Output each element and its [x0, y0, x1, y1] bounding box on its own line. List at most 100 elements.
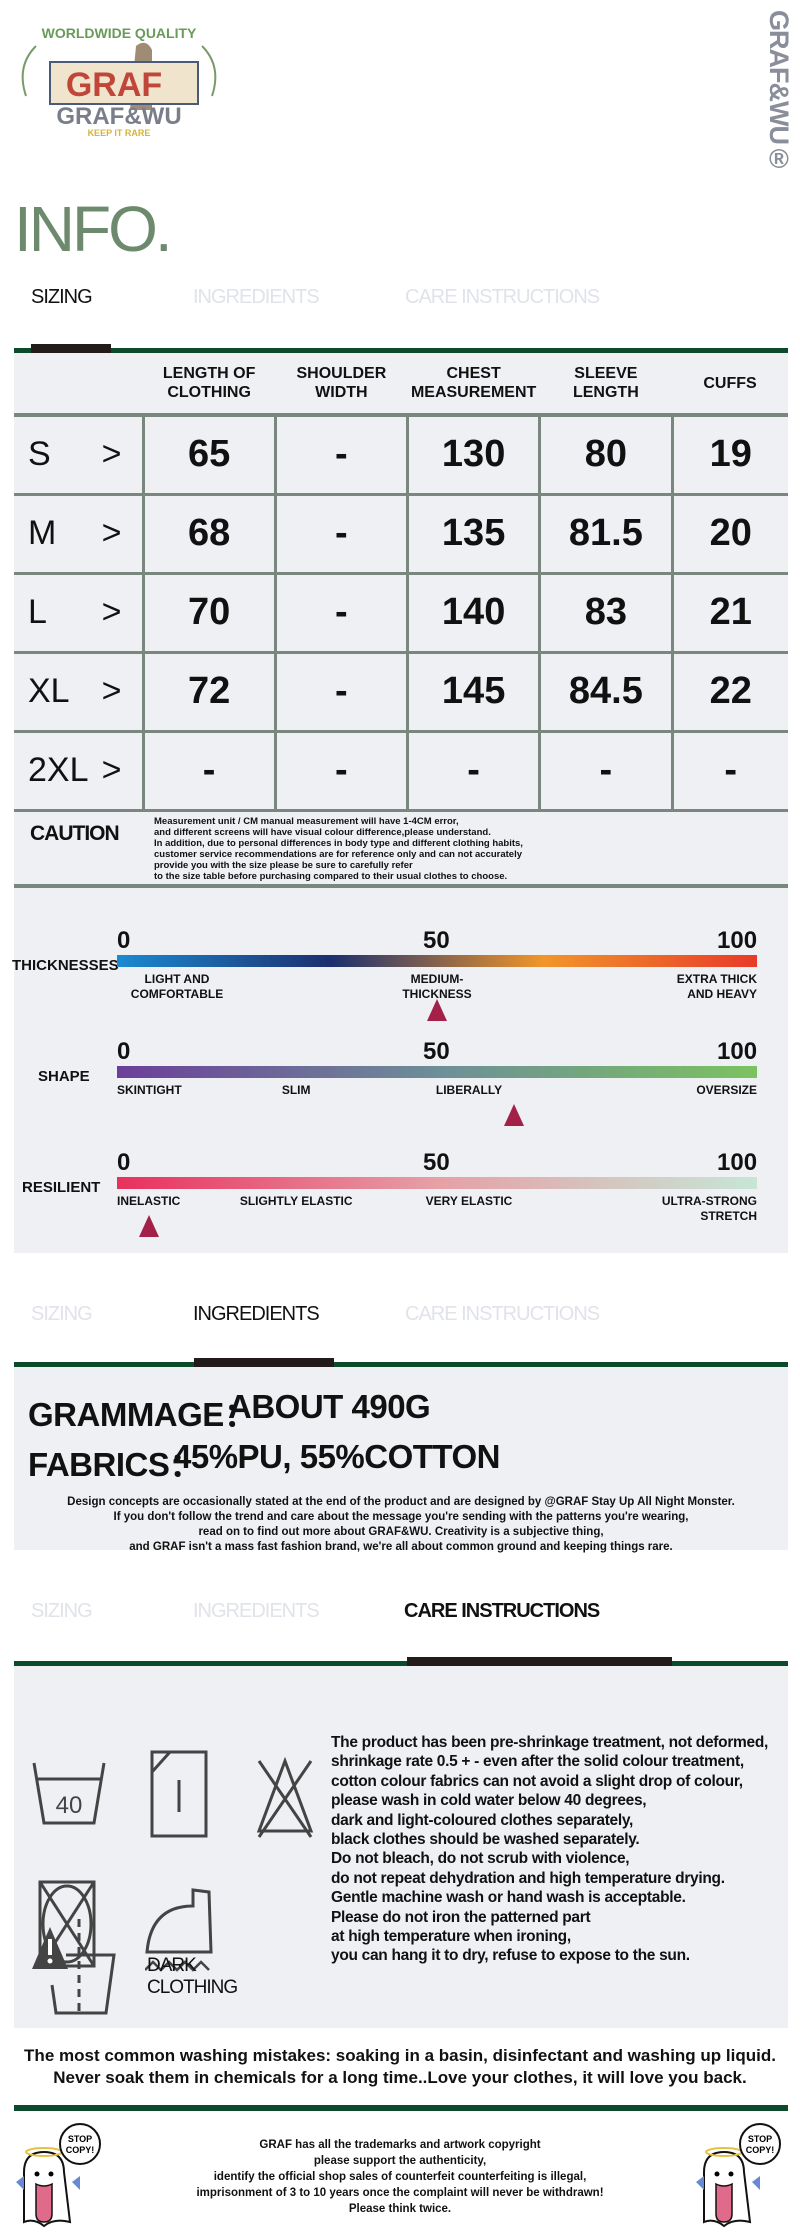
svg-text:COPY!: COPY!	[746, 2145, 775, 2155]
size-label: XL	[28, 672, 70, 710]
svg-text:WORLDWIDE QUALITY: WORLDWIDE QUALITY	[42, 25, 197, 41]
size-row: M >68-135 81.5 20	[14, 492, 788, 575]
scale-label: LIGHT AND COMFORTABLE	[130, 972, 224, 1001]
text-line: Never soak them in chemicals for a long …	[53, 2068, 747, 2087]
tab-sizing[interactable]: SIZING	[31, 1303, 93, 1325]
arrow-icon: >	[101, 672, 122, 710]
size-table: LENGTH OF CLOTHING SHOULDER WIDTH CHEST …	[14, 353, 788, 812]
divider	[14, 1661, 788, 1666]
measurement-cell: 83	[538, 571, 674, 654]
text-line: read on to find out more about GRAF&WU. …	[198, 1526, 604, 1538]
scale-tick: 100	[717, 1149, 758, 1176]
measurement-cell: 84.5	[538, 650, 674, 733]
text-line: Please do not iron the patterned part	[331, 1908, 591, 1926]
text-line: Measurement unit / CM manual measurement…	[154, 816, 459, 827]
svg-text:COPY!: COPY!	[66, 2145, 95, 2155]
size-row: L >70-140 83 21	[14, 571, 788, 654]
size-cell: 2XL >	[14, 729, 145, 812]
design-note: Design concepts are occasionally stated …	[14, 1495, 788, 1555]
care-instructions-text: The product has been pre-shrinkage treat…	[331, 1733, 768, 1966]
arrow-icon: >	[101, 751, 122, 789]
brand-logo: WORLDWIDE QUALITY GRAF GRAF&WU KEEP IT R…	[6, 6, 232, 138]
text-line: Design concepts are occasionally stated …	[67, 1496, 735, 1508]
tab-sizing[interactable]: SIZING	[31, 1600, 93, 1622]
scale-label: ULTRA-STRONG STRETCH	[661, 1194, 757, 1223]
tab-ingredients[interactable]: INGREDIENTS	[193, 1303, 320, 1325]
size-row: S >65-130 80 19	[14, 415, 788, 496]
size-cell: L >	[14, 571, 145, 654]
scale-label: LIBERALLY	[435, 1083, 503, 1097]
text-line: customer service recommendations are for…	[154, 849, 523, 860]
svg-text:GRAF: GRAF	[66, 66, 162, 104]
fabrics-label: FABRICS：	[28, 1446, 202, 1483]
header-shoulder: SHOULDER WIDTH	[296, 365, 387, 401]
text-line: shrinkage rate 0.5 + - even after the so…	[331, 1753, 744, 1771]
scale-label: SLIM	[281, 1083, 311, 1097]
size-label: S	[28, 435, 51, 474]
care-panel	[14, 1666, 788, 2028]
text-line: please wash in cold water below 40 degre…	[331, 1792, 647, 1810]
grammage-value: ABOUT 490G	[228, 1388, 431, 1425]
caution-text: Measurement unit / CM manual measurement…	[154, 816, 523, 882]
measurement-cell: 145	[405, 650, 542, 733]
text-line: cotton colour fabrics can not avoid a sl…	[331, 1772, 743, 1790]
text-line: do not repeat dehydration and high tempe…	[331, 1869, 725, 1887]
measurement-cell: 70	[141, 571, 277, 654]
tumble-dry-icon	[150, 1750, 208, 1838]
header-sleeve: SLEEVE LENGTH	[572, 365, 639, 401]
measurement-cell: 135	[405, 492, 542, 575]
scale-label: MEDIUM-THICKNESS	[402, 972, 472, 1001]
tab-ingredients[interactable]: INGREDIENTS	[193, 286, 320, 308]
scale-tick: 100	[717, 1038, 758, 1065]
page-title: INFO.	[14, 193, 173, 265]
scale-name: RESILIENT	[22, 1179, 101, 1196]
text-line: If you don't follow the trend and care a…	[113, 1511, 689, 1523]
text-line: The most common washing mistakes: soakin…	[24, 2046, 776, 2065]
scale-tick: 50	[423, 1149, 450, 1176]
tab-care-instructions[interactable]: CARE INSTRUCTIONS	[405, 1303, 600, 1325]
measurement-cell: 19	[670, 415, 788, 496]
scale-name: SHAPE	[38, 1068, 90, 1085]
tab-ingredients[interactable]: INGREDIENTS	[193, 1600, 320, 1622]
text-line: imprisonment of 3 to 10 years once the c…	[196, 2187, 604, 2199]
text-line: you can hang it to dry, refuse to expose…	[331, 1947, 690, 1965]
vertical-brand-mark: GRAF&WU®	[764, 10, 794, 173]
scale-label: SKINTIGHT	[117, 1083, 182, 1097]
header-length: LENGTH OF CLOTHING	[162, 365, 256, 401]
measurement-cell: -	[141, 729, 277, 812]
arrow-icon: >	[101, 435, 122, 474]
measurement-cell: -	[670, 729, 788, 812]
svg-text:KEEP IT RARE: KEEP IT RARE	[88, 128, 151, 138]
scale-bar	[117, 1066, 757, 1078]
divider	[14, 1362, 788, 1367]
tab-care-instructions[interactable]: CARE INSTRUCTIONS	[404, 1600, 600, 1622]
scale-marker-icon	[503, 1104, 524, 1126]
washing-mistakes-text: The most common washing mistakes: soakin…	[0, 2045, 800, 2089]
grammage-label: GRAMMAGE：	[28, 1396, 257, 1433]
scale-label: VERY ELASTIC	[425, 1194, 513, 1208]
text-line: provide you with the size please be sure…	[154, 860, 413, 871]
scale-tick: 0	[117, 1038, 131, 1065]
measurement-cell: 140	[405, 571, 542, 654]
caution-box: CAUTION Measurement unit / CM manual mea…	[14, 810, 788, 888]
no-bleach-icon	[256, 1756, 314, 1838]
measurement-cell: -	[538, 729, 674, 812]
divider	[14, 2105, 788, 2111]
measurement-cell: 65	[141, 415, 277, 496]
measurement-cell: 68	[141, 492, 277, 575]
arrow-icon: >	[101, 593, 122, 631]
measurement-cell: -	[273, 650, 410, 733]
scale-marker-icon	[427, 999, 447, 1021]
tab-care-instructions[interactable]: CARE INSTRUCTIONS	[405, 286, 600, 308]
scale-tick: 50	[423, 1038, 450, 1065]
text-line: In addition, due to personal differences…	[154, 838, 523, 849]
measurement-cell: 72	[141, 650, 277, 733]
measurement-cell: 80	[538, 415, 674, 496]
text-line: at high temperature when ironing,	[331, 1928, 571, 1946]
stop-copy-ghost-right: STOP COPY!	[696, 2123, 781, 2228]
measurement-cell: 130	[405, 415, 542, 496]
measurement-cell: -	[405, 729, 542, 812]
tab-sizing[interactable]: SIZING	[31, 286, 93, 308]
iron-low-icon	[145, 1888, 213, 1972]
svg-text:STOP: STOP	[748, 2134, 772, 2144]
